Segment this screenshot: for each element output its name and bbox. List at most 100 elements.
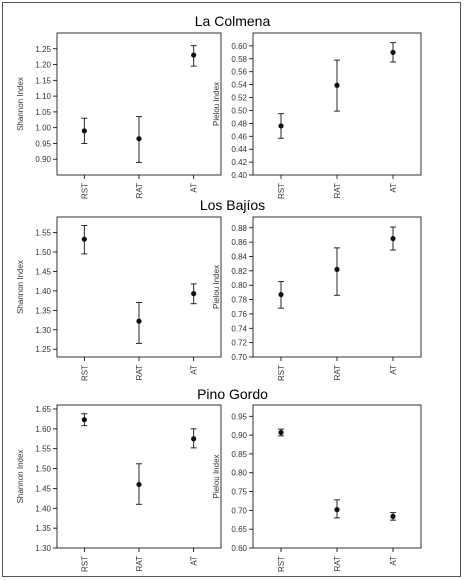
y-tick-label: 1.55: [35, 445, 51, 454]
y-tick-label: 1.65: [35, 405, 51, 414]
y-tick-label: 0.72: [231, 339, 247, 348]
y-tick-label: 0.60: [231, 544, 247, 553]
data-point: [334, 507, 340, 513]
y-tick-label: 1.45: [35, 484, 51, 493]
y-tick-label: 0.80: [231, 469, 247, 478]
site-title-la-colmena: La Colmena: [194, 13, 271, 29]
y-tick-label: 1.30: [35, 544, 51, 553]
x-tick-label: RST: [277, 556, 286, 572]
data-point: [136, 136, 142, 142]
y-tick-label: 0.86: [231, 238, 247, 247]
y-tick-label: 0.70: [231, 506, 247, 515]
y-tick-label: 0.52: [231, 94, 247, 103]
y-tick-label: 1.05: [35, 108, 51, 117]
y-tick-label: 0.40: [231, 171, 247, 180]
y-tick-label: 0.95: [35, 139, 51, 148]
y-tick-label: 1.25: [35, 45, 51, 54]
plot-area: [252, 404, 422, 549]
data-point: [191, 52, 197, 58]
y-tick-label: 0.44: [231, 145, 247, 154]
y-tick-label: 0.60: [231, 42, 247, 51]
data-point: [334, 266, 340, 273]
x-tick-label: RST: [80, 183, 89, 199]
y-axis-label: Pielou Index: [212, 82, 221, 126]
x-tick-label: RST: [80, 556, 89, 572]
y-tick-label: 0.42: [231, 158, 247, 167]
y-tick-label: 0.54: [231, 81, 247, 90]
y-tick-label: 1.10: [35, 92, 51, 101]
x-tick-label: RAT: [333, 365, 342, 381]
y-tick-label: 1.00: [35, 124, 51, 133]
y-tick-label: 1.45: [35, 267, 51, 276]
y-tick-label: 1.60: [35, 425, 51, 434]
x-tick-label: RST: [277, 365, 286, 381]
data-point: [278, 429, 284, 436]
y-tick-label: 0.70: [231, 353, 247, 362]
data-point: [136, 318, 142, 324]
figure-frame: [2, 2, 461, 577]
data-point: [390, 513, 396, 519]
data-point: [278, 123, 284, 129]
data-point: [81, 236, 87, 242]
y-tick-label: 1.35: [35, 306, 51, 315]
y-tick-label: 0.95: [231, 412, 247, 421]
x-tick-label: RAT: [135, 183, 144, 199]
y-tick-label: 1.50: [35, 248, 51, 257]
y-tick-label: 0.78: [231, 296, 247, 305]
y-tick-label: 0.90: [35, 155, 51, 164]
y-tick-label: 0.74: [231, 324, 247, 333]
y-tick-label: 0.46: [231, 132, 247, 141]
x-tick-label: RST: [277, 183, 286, 199]
x-tick-label: AT: [389, 183, 398, 193]
data-point: [278, 291, 284, 298]
y-tick-label: 0.85: [231, 450, 247, 459]
data-point: [390, 49, 396, 55]
x-tick-label: AT: [389, 365, 398, 375]
y-tick-label: 1.35: [35, 524, 51, 533]
y-tick-label: 0.88: [231, 224, 247, 233]
x-tick-label: AT: [190, 183, 199, 193]
data-point: [136, 481, 142, 488]
y-axis-label: Pielou Index: [212, 265, 221, 309]
x-tick-label: AT: [190, 556, 199, 566]
y-tick-label: 0.58: [231, 55, 247, 64]
y-tick-label: 0.50: [231, 106, 247, 115]
data-point: [81, 417, 87, 423]
y-tick-label: 1.15: [35, 76, 51, 85]
data-point: [81, 128, 87, 134]
data-point: [191, 291, 197, 297]
y-tick-label: 0.75: [231, 488, 247, 497]
x-tick-label: RST: [80, 365, 89, 381]
site-title-los-bajios: Los Bajíos: [199, 197, 266, 213]
data-point: [191, 436, 197, 442]
y-tick-label: 0.56: [231, 68, 247, 77]
y-tick-label: 1.50: [35, 465, 51, 474]
y-tick-label: 1.55: [35, 229, 51, 238]
data-point: [334, 82, 340, 88]
y-axis-label: Shannon Index: [16, 450, 25, 504]
site-title-pino-gordo: Pino Gordo: [197, 386, 268, 402]
y-tick-label: 0.90: [231, 431, 247, 440]
y-tick-label: 0.48: [231, 119, 247, 128]
x-tick-label: RAT: [135, 365, 144, 381]
y-tick-label: 1.40: [35, 287, 51, 296]
y-tick-label: 1.40: [35, 504, 51, 513]
y-tick-label: 0.65: [231, 525, 247, 534]
y-tick-label: 0.84: [231, 252, 247, 261]
y-tick-label: 1.25: [35, 345, 51, 354]
y-axis-label: Shannon Index: [16, 260, 25, 314]
x-tick-label: AT: [389, 556, 398, 566]
y-axis-label: Shannon Index: [16, 77, 25, 131]
x-tick-label: RAT: [333, 556, 342, 572]
y-tick-label: 0.80: [231, 281, 247, 290]
x-tick-label: AT: [190, 365, 199, 375]
data-point: [390, 235, 396, 242]
y-tick-label: 1.20: [35, 61, 51, 70]
y-tick-label: 0.82: [231, 267, 247, 276]
y-tick-label: 1.30: [35, 326, 51, 335]
x-tick-label: RAT: [135, 556, 144, 572]
y-tick-label: 0.76: [231, 310, 247, 319]
y-axis-label: Pielou Index: [212, 454, 221, 498]
x-tick-label: RAT: [333, 183, 342, 199]
